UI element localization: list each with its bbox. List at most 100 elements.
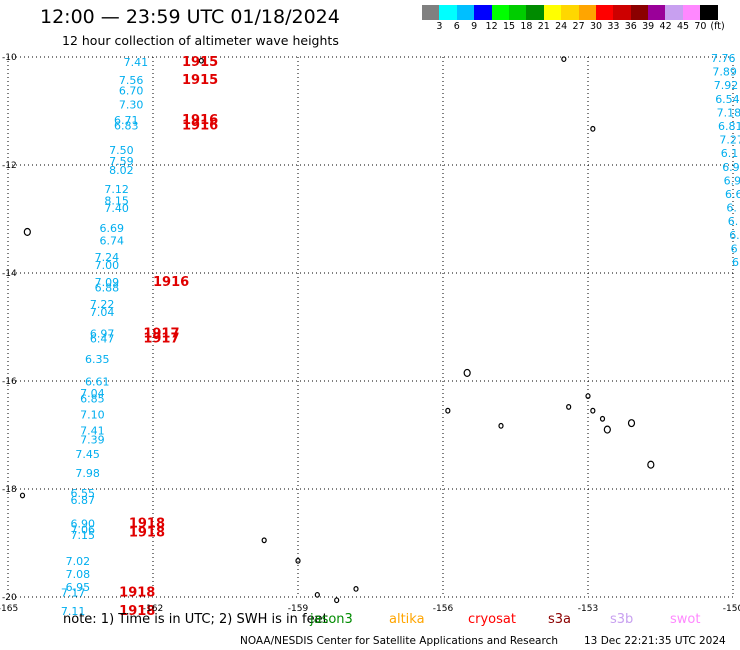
wave-height-value: 6.71	[114, 114, 139, 127]
lat-tick-label: -10	[2, 53, 17, 63]
right-wave-value: 6.	[732, 256, 740, 269]
wave-height-value: 7.98	[75, 467, 100, 480]
island-outlines	[19, 56, 655, 604]
time-label: 1918	[129, 526, 165, 541]
wave-height-value: 7.30	[119, 98, 144, 111]
legend-swatch	[491, 5, 509, 20]
time-label: 1918	[119, 585, 155, 600]
satellite-swot: swot	[670, 612, 701, 627]
lon-tick-label: -156	[433, 604, 454, 614]
lat-tick-label: -20	[2, 593, 17, 603]
legend-swatch	[422, 5, 440, 20]
time-label: 1917	[143, 326, 179, 341]
lon-tick-label: -159	[288, 604, 309, 614]
island-outline	[585, 393, 591, 400]
legend-label: 9	[471, 21, 478, 32]
legend-label: 33	[607, 21, 620, 32]
legend-unit: (ft)	[710, 21, 725, 32]
time-label: 1915	[182, 55, 218, 70]
satellite-jason3: jason3	[310, 612, 353, 627]
right-wave-value: 6.	[728, 215, 739, 228]
legend-swatch	[543, 5, 562, 20]
right-wave-value: 6.1	[721, 147, 739, 160]
time-label: 1917	[143, 332, 179, 347]
time-label: 1916	[153, 275, 189, 290]
wave-height-value: 6.35	[85, 353, 110, 366]
legend-label: 42	[659, 21, 672, 32]
lat-tick-label: -14	[2, 269, 17, 279]
wave-height-value: 7.45	[75, 448, 100, 461]
island-outline	[463, 368, 471, 377]
legend-swatch	[595, 5, 614, 20]
legend-swatch	[561, 5, 579, 20]
legend-swatch	[630, 5, 649, 20]
wave-height-labels: 7.41 7.566.707.30 6.716.83 7.507.598.02 7.12…	[61, 56, 148, 618]
right-wave-value: 7.76	[711, 52, 736, 65]
island-outline	[647, 460, 655, 469]
lon-tick-label: -150	[723, 604, 740, 614]
satellite-cryosat: cryosat	[468, 612, 516, 627]
map-subtitle: 12 hour collection of altimeter wave hei…	[62, 33, 339, 48]
time-label: 1915	[182, 73, 218, 88]
legend-label: 45	[676, 21, 690, 32]
time-label: 1916	[182, 113, 218, 128]
island-outline	[295, 557, 301, 564]
island-outline	[353, 586, 359, 592]
legend-swatch	[613, 5, 631, 20]
wave-height-value: 6.74	[100, 234, 125, 247]
satellite-s3b: s3b	[610, 612, 634, 627]
island-outline	[599, 415, 606, 422]
island-outline	[561, 56, 567, 63]
legend-label: 30	[589, 21, 603, 32]
right-wave-value: 7.89	[712, 66, 737, 79]
map-grid	[7, 56, 734, 598]
wave-height-value: 6.69	[100, 222, 125, 235]
footer-credit: NOAA/NESDIS Center for Satellite Applica…	[240, 635, 558, 647]
legend-swatch	[456, 5, 475, 20]
legend-swatch	[526, 5, 544, 20]
lon-tick-label: -153	[578, 604, 598, 614]
legend-swatch	[682, 5, 701, 20]
legend-label: 12	[485, 21, 498, 32]
legend-label: 21	[537, 21, 550, 32]
legend-label: 27	[572, 21, 585, 32]
legend-labels: 3 6 9 12 15 18 21 24 27 30 33 36 39 42 45 70 (ft)	[422, 20, 724, 34]
island-outline	[566, 404, 572, 410]
satellite-altika: altika	[389, 612, 425, 627]
right-wave-value: 6.9	[724, 174, 740, 187]
lat-tick-label: -18	[2, 485, 17, 495]
island-outline	[590, 125, 596, 132]
right-wave-value: 6.81	[718, 120, 740, 133]
wave-height-value: 7.04	[90, 306, 115, 319]
legend-label: 18	[520, 21, 533, 32]
wave-height-value: 7.09	[95, 276, 120, 289]
legend-label: 6	[453, 21, 460, 32]
legend-label: 15	[502, 21, 516, 32]
right-wave-value: 6	[731, 242, 738, 255]
axis-tick-labels: -10 -12 -14 -16 -18 -20-165 -162 -159 -156 -153 -1…	[0, 53, 740, 614]
wave-height-value: 7.17	[61, 586, 86, 599]
footer-timestamp: 13 Dec 22:21:35 UTC 2024	[584, 635, 726, 647]
wave-height-value: 7.39	[80, 434, 105, 447]
island-outline	[498, 422, 504, 429]
wave-height-value: 6.55	[71, 487, 96, 500]
lon-tick-label: -162	[143, 604, 163, 614]
wave-height-value: 7.56	[119, 74, 144, 87]
wave-height-value: 6.95	[66, 581, 91, 594]
time-labels: 1915191519161916191619171917191819181918…	[119, 55, 218, 619]
wave-height-value: 7.12	[104, 183, 129, 196]
wave-height-value: 7.40	[104, 202, 129, 215]
wave-height-value: 6.88	[95, 281, 120, 294]
right-wave-value: 6.	[726, 202, 737, 215]
wave-height-value: 7.59	[109, 155, 134, 168]
legend-swatch	[474, 5, 492, 20]
island-outline	[445, 407, 451, 414]
wave-height-value: 7.15	[71, 529, 96, 542]
legend-swatch	[439, 5, 457, 20]
wave-height-value: 6.85	[80, 393, 105, 406]
wave-height-value: 7.41	[80, 424, 105, 437]
wave-height-value: 7.24	[95, 251, 120, 264]
legend-swatch	[648, 5, 666, 20]
wave-height-value: 6.97	[90, 327, 115, 340]
